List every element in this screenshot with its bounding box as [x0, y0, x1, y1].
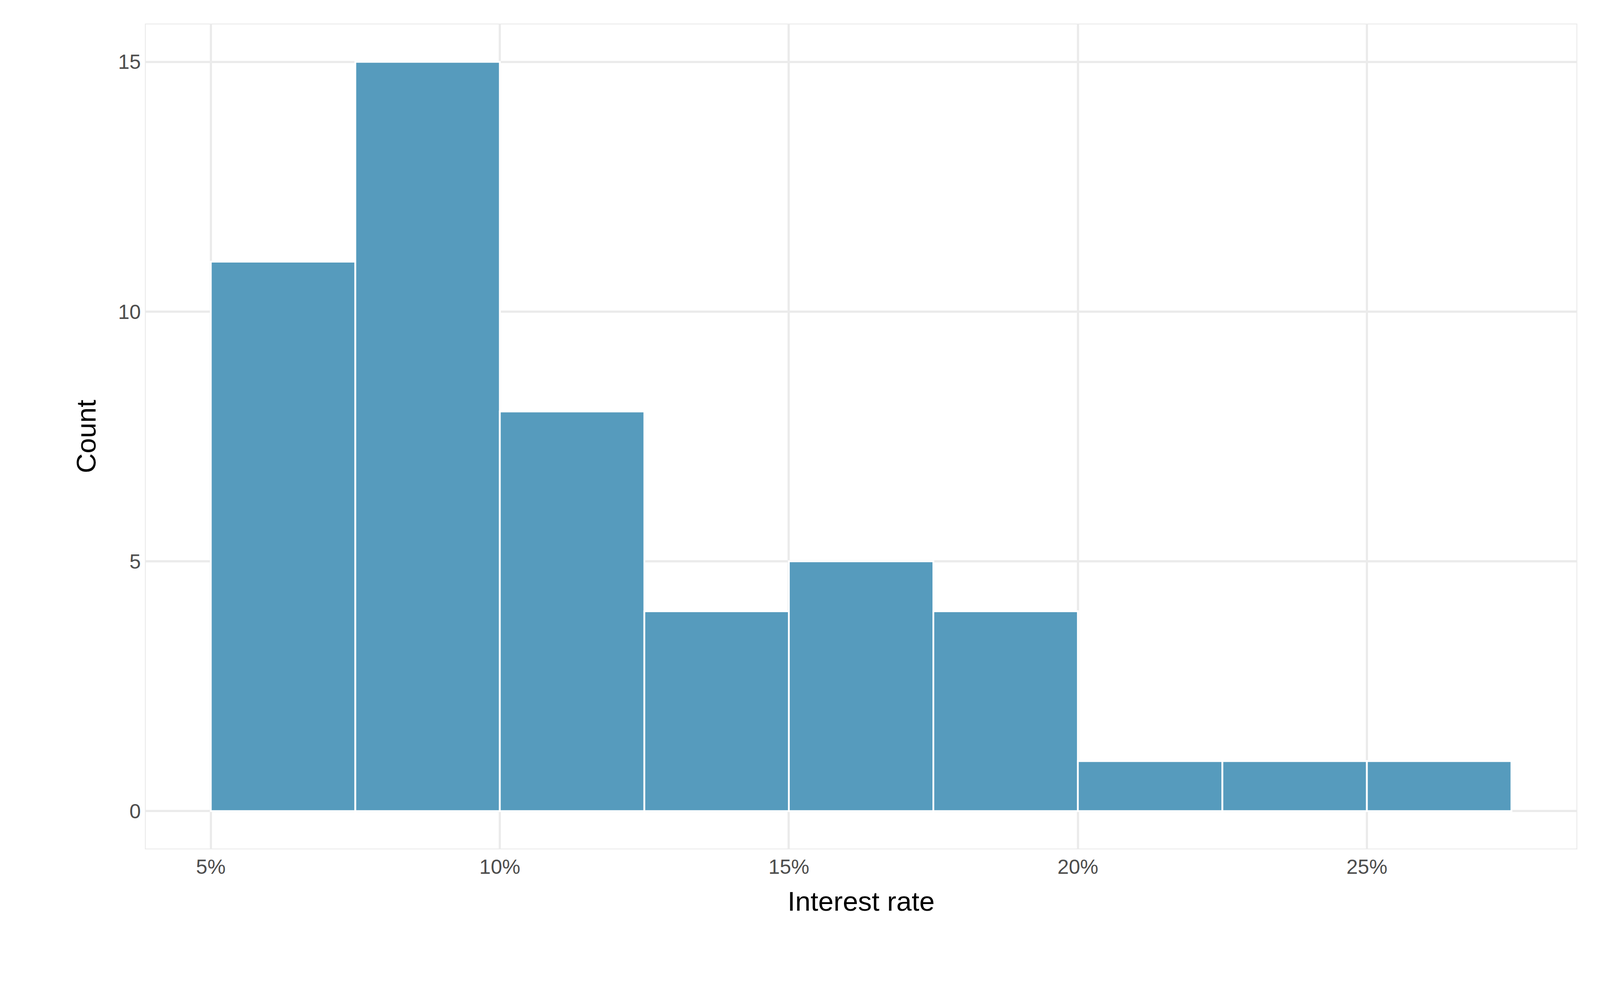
svg-text:Count: Count [70, 400, 102, 474]
svg-text:20%: 20% [1057, 855, 1099, 879]
svg-text:5: 5 [129, 550, 141, 574]
svg-text:15%: 15% [768, 855, 810, 879]
svg-text:15: 15 [118, 50, 141, 74]
svg-text:10%: 10% [479, 855, 521, 879]
svg-text:0: 0 [129, 800, 141, 824]
svg-text:10: 10 [118, 300, 141, 324]
svg-text:5%: 5% [196, 855, 226, 879]
svg-text:25%: 25% [1346, 855, 1388, 879]
svg-text:Interest rate: Interest rate [787, 886, 935, 917]
